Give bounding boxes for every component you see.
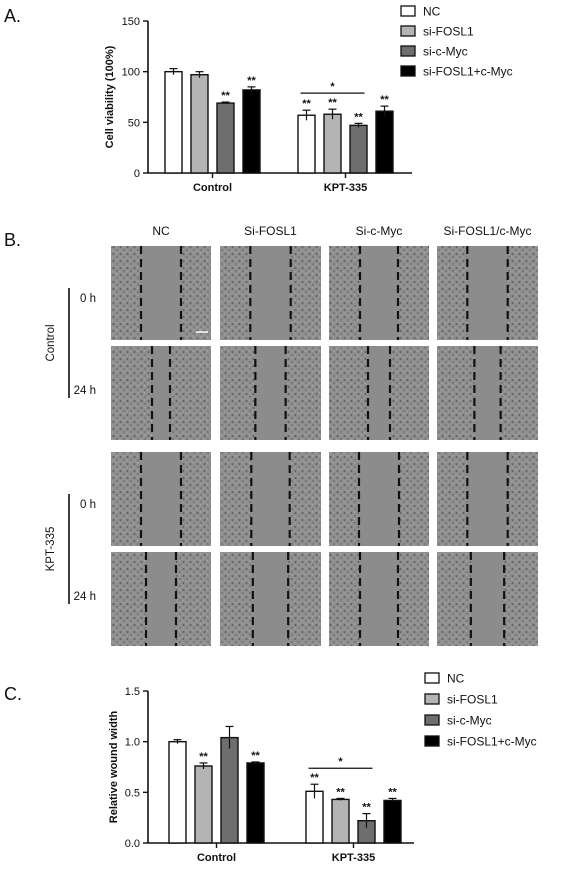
chart-c-y-tick-label: 0.0 bbox=[125, 838, 140, 850]
chart-a-bar bbox=[242, 89, 261, 174]
chart-a-legend-label: si-FOSL1 bbox=[423, 25, 474, 39]
chart-c-bar bbox=[194, 765, 213, 844]
time-label: 24 h bbox=[74, 591, 96, 603]
wound-gap bbox=[251, 452, 290, 546]
chart-c-bar bbox=[168, 740, 187, 844]
wound-column-header: Si-c-Myc bbox=[356, 224, 403, 238]
chart-c-legend-swatch bbox=[424, 672, 440, 684]
chart-c-x-tick-label: KPT-335 bbox=[332, 852, 375, 864]
chart-a-legend-swatch bbox=[400, 45, 416, 57]
chart-a-significance: ** bbox=[380, 94, 389, 106]
wound-column-header: NC bbox=[152, 224, 170, 238]
wound-column-header: Si-FOSL1 bbox=[244, 224, 297, 238]
chart-a-y-tick-label: 100 bbox=[122, 67, 140, 79]
chart-a-bar bbox=[375, 110, 394, 174]
chart-c-significance: ** bbox=[251, 750, 260, 762]
chart-c-y-tick-label: 1.0 bbox=[125, 737, 140, 749]
chart-c-significance: ** bbox=[310, 772, 319, 784]
chart-a-bracket-label: * bbox=[330, 81, 335, 93]
wound-gap bbox=[467, 246, 508, 340]
chart-c-significance: ** bbox=[388, 786, 397, 798]
time-label: 0 h bbox=[80, 293, 96, 305]
chart-a-significance: ** bbox=[354, 111, 363, 123]
chart-a-significance: ** bbox=[221, 90, 230, 102]
chart-a-legend-swatch bbox=[400, 65, 416, 77]
chart-c-legend-label: si-FOSL1 bbox=[447, 693, 498, 707]
wound-gap bbox=[470, 552, 505, 646]
chart-a-legend-swatch bbox=[400, 25, 416, 37]
chart-a-legend-swatch bbox=[400, 5, 416, 17]
chart-c-legend-swatch bbox=[424, 714, 440, 726]
group-label: KPT-335 bbox=[45, 527, 57, 572]
chart-c-bar bbox=[331, 798, 350, 844]
panel-b-label: B. bbox=[4, 230, 21, 250]
wound-gap bbox=[474, 346, 501, 440]
chart-c-bar bbox=[246, 762, 265, 844]
chart-c-legend-label: si-c-Myc bbox=[447, 714, 492, 728]
chart-a-bar bbox=[164, 70, 183, 174]
chart-a-x-tick-label: Control bbox=[193, 182, 232, 194]
wound-gap bbox=[467, 452, 508, 546]
wound-gap bbox=[360, 552, 398, 646]
chart-c-x-tick-label: Control bbox=[197, 852, 236, 864]
chart-c-bar bbox=[305, 790, 324, 844]
panel-a-label: A. bbox=[4, 6, 21, 26]
chart-c-significance: ** bbox=[362, 802, 371, 814]
chart-a-bar bbox=[216, 102, 235, 174]
chart-c-legend-label: NC bbox=[447, 672, 465, 686]
chart-a-y-tick-label: 0 bbox=[134, 168, 140, 180]
chart-a-y-tick-label: 50 bbox=[128, 117, 140, 129]
chart-c-bracket-label: * bbox=[338, 756, 343, 768]
chart-a-bar bbox=[323, 113, 342, 174]
chart-c-significance: ** bbox=[199, 751, 208, 763]
wound-image-grid: NC Si-FOSL1 Si-c-Myc Si-FOSL1/c-Myc Control 0… bbox=[45, 224, 538, 646]
wound-gap bbox=[368, 346, 390, 440]
chart-a-legend-label: si-FOSL1+c-Myc bbox=[423, 65, 513, 79]
chart-a: 0 50 100 150 Cell viability (100%) ** ** Contro… bbox=[104, 5, 513, 195]
chart-a-significance: ** bbox=[302, 98, 311, 110]
chart-c-legend-swatch bbox=[424, 735, 440, 747]
time-label: 24 h bbox=[74, 385, 96, 397]
chart-a-bar bbox=[297, 114, 316, 174]
wound-gap bbox=[250, 246, 291, 340]
wound-gap bbox=[252, 552, 289, 646]
wound-gap bbox=[359, 452, 399, 546]
wound-gap bbox=[152, 346, 170, 440]
chart-a-x-tick-label: KPT-335 bbox=[324, 182, 367, 194]
chart-c-legend-swatch bbox=[424, 693, 440, 705]
chart-a-significance: ** bbox=[247, 75, 256, 87]
chart-a-legend-label: si-c-Myc bbox=[423, 45, 468, 59]
chart-c-y-tick-label: 1.5 bbox=[125, 686, 140, 698]
time-label: 0 h bbox=[80, 499, 96, 511]
chart-c-y-axis-title: Relative wound width bbox=[108, 710, 120, 823]
wound-gap bbox=[255, 346, 286, 440]
wound-gap bbox=[141, 452, 181, 546]
chart-a-y-axis-title: Cell viability (100%) bbox=[104, 45, 116, 148]
wound-gap bbox=[141, 246, 181, 340]
chart-c-legend-label: si-FOSL1+c-Myc bbox=[447, 735, 537, 749]
chart-c-significance: ** bbox=[336, 786, 345, 798]
chart-a-legend-label: NC bbox=[423, 5, 441, 19]
chart-c-bar bbox=[383, 799, 402, 844]
chart-a-bar bbox=[190, 74, 209, 174]
group-label: Control bbox=[45, 324, 57, 361]
panel-c-label: C. bbox=[4, 684, 22, 704]
chart-a-y-tick-label: 150 bbox=[122, 16, 140, 28]
chart-a-bar bbox=[349, 124, 368, 174]
chart-c-bar bbox=[220, 736, 239, 844]
wound-gap bbox=[360, 246, 398, 340]
chart-c: 0.0 0.5 1.0 1.5 Relative wound width ** ** Cont… bbox=[108, 672, 537, 865]
wound-column-header: Si-FOSL1/c-Myc bbox=[443, 224, 531, 238]
chart-a-significance: ** bbox=[328, 97, 337, 109]
wound-gap bbox=[146, 552, 176, 646]
chart-c-y-tick-label: 0.5 bbox=[125, 787, 140, 799]
